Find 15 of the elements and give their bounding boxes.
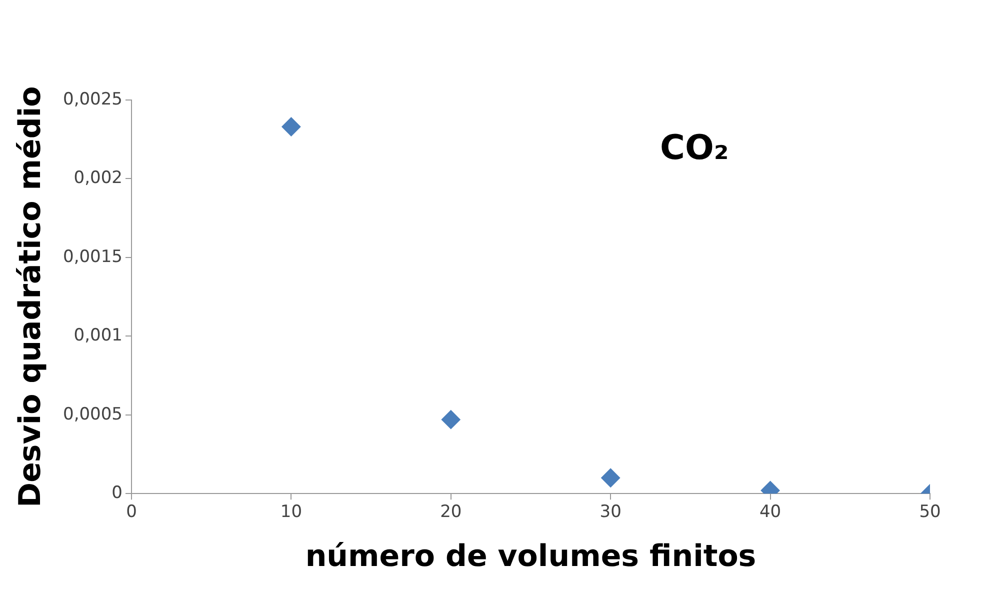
- annotation: CO₂: [660, 128, 729, 168]
- y-tick-label: 0: [112, 483, 122, 504]
- x-tick-label: 30: [600, 502, 622, 522]
- y-tick-label: 0,0005: [63, 404, 122, 424]
- x-tick-label: 10: [280, 502, 302, 522]
- x-tick-label: 40: [759, 502, 782, 522]
- y-tick-label: 0,002: [74, 168, 122, 188]
- y-axis-title: Desvio quadrático médio: [12, 86, 48, 508]
- y-tick-label: 0,0015: [63, 246, 122, 267]
- y-tick-label: 0,001: [74, 326, 122, 346]
- x-axis-title: número de volumes finitos: [305, 538, 756, 574]
- y-tick-label: 0,0025: [63, 89, 122, 110]
- x-tick-label: 0: [126, 502, 137, 522]
- x-tick-label: 50: [919, 502, 941, 522]
- x-tick-label: 20: [440, 502, 462, 522]
